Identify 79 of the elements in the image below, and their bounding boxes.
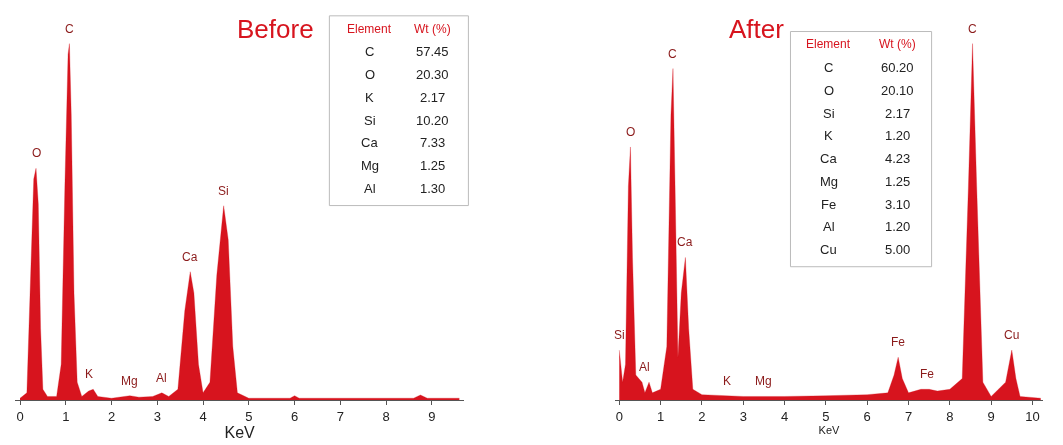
annotation: Fe — [920, 367, 935, 381]
annotation: O — [32, 146, 42, 160]
chart-title: Before — [237, 14, 314, 44]
annotation: C — [968, 22, 977, 36]
x-tick-label: 5 — [245, 408, 253, 424]
annotation: Mg — [820, 174, 839, 189]
x-tick-label: 3 — [739, 408, 747, 424]
x-tick-label: 8 — [946, 408, 954, 424]
annotation: K — [723, 374, 732, 388]
annotation: Ca — [361, 135, 379, 150]
annotation: C — [65, 22, 74, 36]
x-tick-label: 6 — [863, 408, 871, 424]
x-axis-title: KeV — [818, 423, 841, 436]
annotation: O — [626, 125, 636, 139]
annotation: Mg — [755, 374, 772, 388]
annotation: Ca — [820, 151, 838, 166]
x-tick-label: 2 — [107, 408, 116, 424]
annotation: 4.23 — [885, 151, 911, 166]
x-tick-label: 3 — [153, 408, 161, 424]
annotation: Wt (%) — [879, 37, 916, 51]
annotation: 60.20 — [881, 60, 914, 75]
annotation: Al — [823, 219, 835, 234]
annotation: K — [85, 367, 94, 381]
annotation: Al — [639, 360, 650, 374]
x-tick-label: 2 — [698, 408, 706, 424]
annotation: Si — [614, 328, 625, 342]
annotation: Cu — [1004, 328, 1020, 342]
x-tick-label: 8 — [382, 408, 390, 424]
annotation: Ca — [182, 250, 198, 264]
annotation: 2.17 — [420, 90, 446, 105]
x-tick-label: 9 — [428, 408, 436, 424]
x-axis-title: KeV — [224, 423, 256, 441]
x-tick-label: 10 — [1025, 408, 1040, 424]
x-tick-label: 4 — [199, 408, 207, 424]
annotation: 1.20 — [885, 219, 911, 234]
annotation: Ca — [677, 235, 693, 249]
annotation: Si — [364, 113, 376, 128]
annotation: Mg — [361, 158, 380, 173]
annotation: K — [365, 90, 374, 105]
annotation: Si — [823, 106, 835, 121]
annotation: 1.25 — [420, 158, 446, 173]
annotation: 1.20 — [885, 128, 911, 143]
annotation: Fe — [821, 197, 837, 212]
x-tick-label: 1 — [62, 408, 70, 424]
x-tick-label: 0 — [615, 408, 623, 424]
x-tick-label: 9 — [987, 408, 995, 424]
annotation: Al — [364, 181, 376, 196]
x-tick-label: 4 — [780, 408, 789, 424]
x-tick-label: 7 — [336, 408, 344, 424]
annotation: K — [824, 128, 833, 143]
annotation: 2.17 — [885, 106, 911, 121]
annotation: Element — [806, 37, 851, 51]
annotation: 10.20 — [416, 113, 449, 128]
annotation: Fe — [891, 335, 906, 349]
annotation: 57.45 — [416, 44, 449, 59]
annotation: C — [824, 60, 834, 75]
chart-title: After — [729, 14, 785, 44]
annotation: Al — [156, 371, 167, 385]
annotation: 20.10 — [881, 83, 914, 98]
x-tick-label: 0 — [16, 408, 24, 424]
annotation: 1.25 — [885, 174, 911, 189]
text: Element — [347, 22, 392, 36]
annotation: 20.30 — [416, 67, 449, 82]
x-tick-label: 5 — [822, 408, 830, 424]
annotation: 3.10 — [885, 197, 911, 212]
annotation: 1.30 — [420, 181, 446, 196]
annotation: 7.33 — [420, 135, 446, 150]
annotation: Cu — [820, 242, 837, 257]
annotation: O — [365, 67, 376, 82]
annotation: 5.00 — [885, 242, 911, 257]
text: Wt (%) — [414, 22, 451, 36]
x-tick-label: 6 — [290, 408, 299, 424]
annotation: C — [365, 44, 375, 59]
annotation: C — [668, 47, 677, 61]
annotation: Si — [218, 184, 229, 198]
annotation: Mg — [121, 374, 138, 388]
annotation: O — [824, 83, 835, 98]
x-tick-label: 7 — [904, 408, 913, 424]
x-tick-label: 1 — [656, 408, 665, 424]
